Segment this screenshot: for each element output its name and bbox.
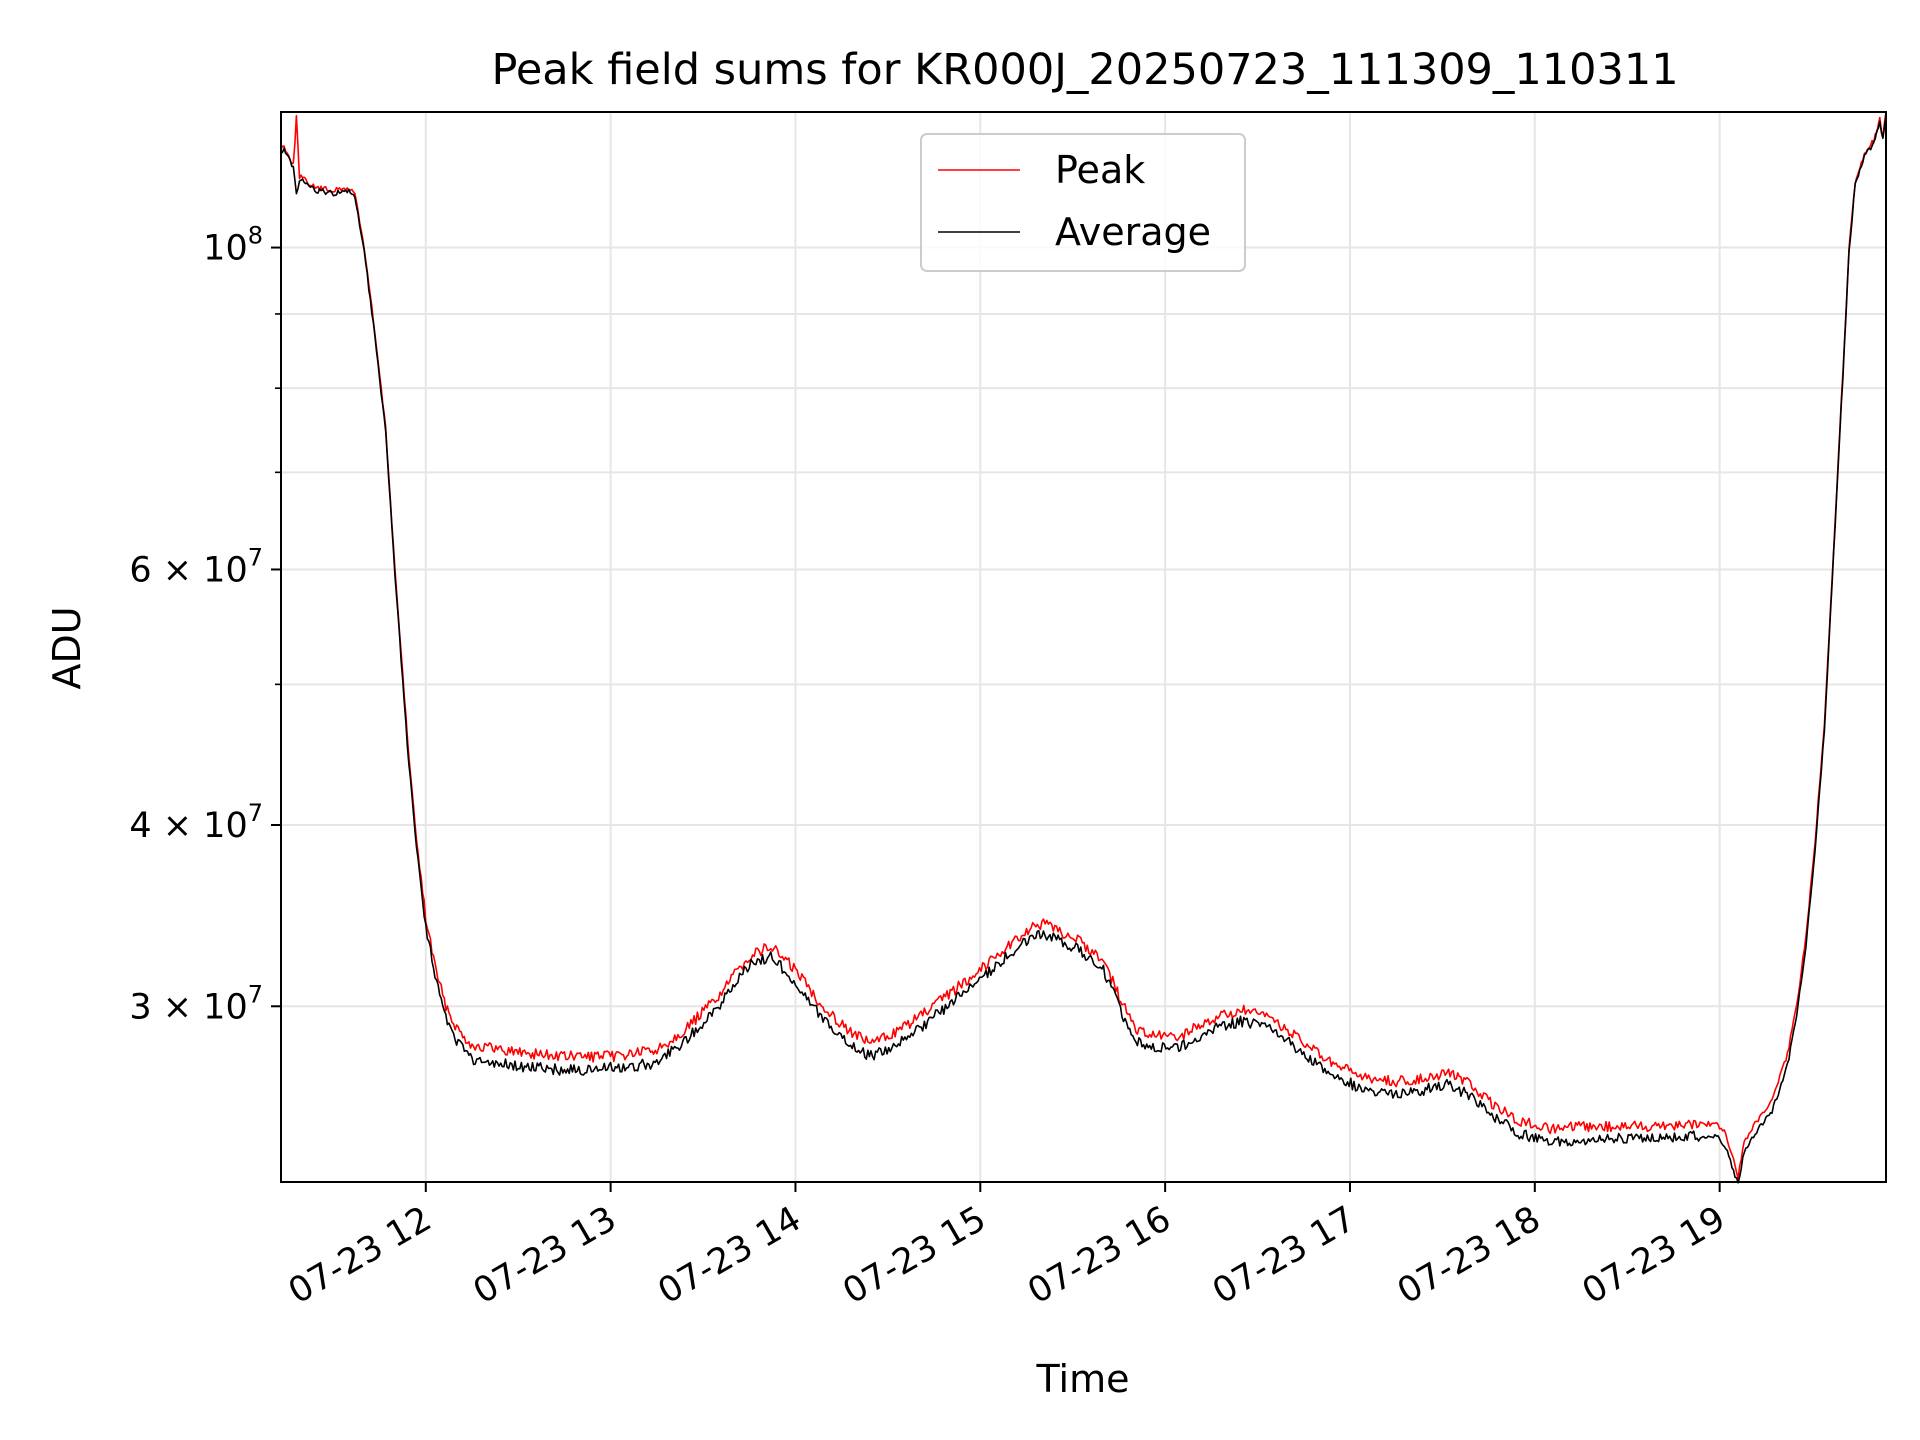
- legend: Peak Average: [920, 133, 1246, 272]
- series-line-average: [280, 114, 1887, 1184]
- chart-title: Peak field sums for KR000J_20250723_1113…: [491, 45, 1678, 95]
- series-line-peak: [280, 111, 1887, 1180]
- legend-label-average: Average: [1055, 210, 1211, 254]
- y-tick-label: 6 × 107: [129, 543, 263, 590]
- y-tick-label: 4 × 107: [129, 799, 263, 846]
- y-axis-ticks: 3 × 107 4 × 107 6 × 107 108: [129, 222, 281, 1027]
- y-axis-label: ADU: [45, 606, 89, 689]
- legend-box: [920, 133, 1246, 272]
- y-tick-label: 3 × 107: [129, 980, 263, 1027]
- series-group: [280, 111, 1887, 1184]
- plot-frame: [280, 111, 1887, 1183]
- y-tick-label: 108: [203, 222, 263, 269]
- grid: [281, 112, 1886, 1182]
- x-axis-label: Time: [1036, 1357, 1130, 1401]
- legend-label-peak: Peak: [1055, 148, 1145, 192]
